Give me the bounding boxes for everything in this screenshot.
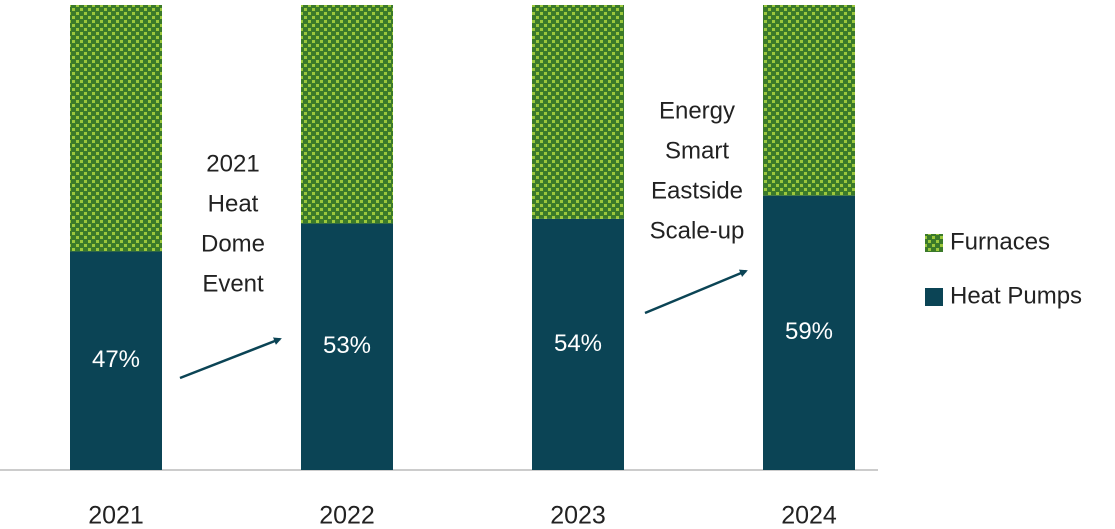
x-tick-label: 2024 bbox=[781, 502, 837, 529]
annotation: Smart bbox=[665, 137, 729, 164]
arrow bbox=[644, 269, 748, 315]
data-label: 54% bbox=[554, 330, 602, 357]
legend-label: Heat Pumps bbox=[950, 282, 1082, 309]
annotation: Event bbox=[202, 270, 264, 297]
x-tick-label: 2022 bbox=[319, 502, 375, 529]
legend-label: Furnaces bbox=[950, 228, 1050, 255]
legend-swatch bbox=[925, 288, 943, 306]
x-tick-label: 2021 bbox=[88, 502, 144, 529]
annotation: Heat bbox=[208, 190, 259, 217]
bar-segment bbox=[763, 195, 855, 470]
annotation: Eastside bbox=[651, 177, 743, 204]
data-label: 59% bbox=[785, 318, 833, 345]
bar-segment bbox=[532, 218, 624, 470]
bar-segment bbox=[301, 5, 393, 224]
annotation: 2021 bbox=[206, 150, 259, 177]
annotation: Dome bbox=[201, 230, 265, 257]
data-label: 53% bbox=[323, 332, 371, 359]
bar-segment bbox=[70, 251, 162, 470]
bar-segment bbox=[70, 5, 162, 252]
bar-segment bbox=[301, 223, 393, 470]
arrow bbox=[179, 337, 282, 380]
bar-segment bbox=[532, 5, 624, 219]
legend-swatch bbox=[925, 234, 943, 252]
bar-segment bbox=[763, 5, 855, 196]
annotation: Energy bbox=[659, 97, 735, 124]
x-tick-label: 2023 bbox=[550, 502, 606, 529]
annotation: Scale-up bbox=[650, 217, 745, 244]
data-label: 47% bbox=[92, 346, 140, 373]
